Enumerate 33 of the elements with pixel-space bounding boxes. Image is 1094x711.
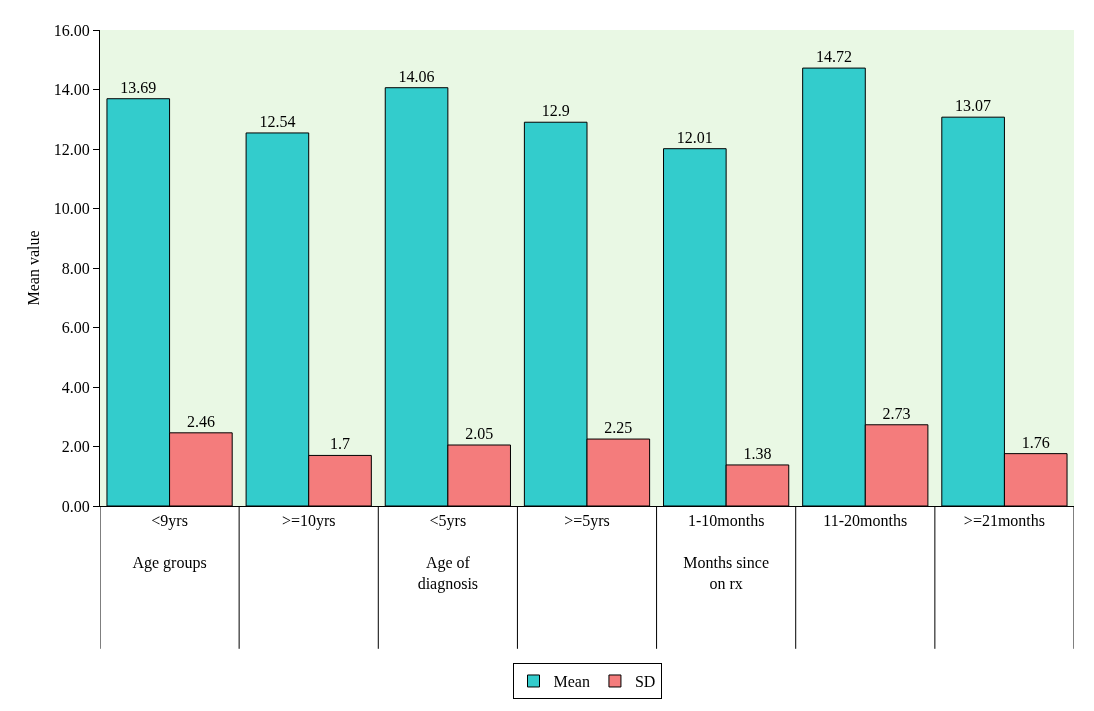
x-tick-label: 11-20months: [823, 512, 908, 530]
data-label: 1.76: [1021, 433, 1050, 451]
data-label: 2.46: [186, 412, 215, 430]
data-label: 13.69: [120, 78, 157, 96]
y-axis-title: Mean value: [24, 230, 42, 306]
data-label: 12.01: [676, 128, 713, 146]
y-tick-label: 8.00: [61, 259, 90, 277]
category-label: 1-10months Months since on rx: [683, 512, 770, 592]
data-label: 2.73: [882, 404, 911, 422]
y-tick-label: 0.00: [61, 497, 90, 515]
data-label: 1.7: [330, 435, 351, 453]
data-label: 12.9: [541, 102, 570, 120]
data-label: 14.72: [815, 48, 852, 66]
data-label: 14.06: [398, 67, 435, 85]
x-tick-label: >=10yrs: [281, 512, 336, 531]
y-tick-label: 12.00: [53, 140, 90, 158]
data-label: 2.05: [465, 425, 494, 443]
legend-label: SD: [634, 673, 656, 691]
y-tick-label: 2.00: [61, 438, 90, 456]
category-label: <9yrs Age groups: [132, 512, 207, 571]
data-label: 13.07: [955, 97, 992, 115]
y-tick-label: 10.00: [53, 200, 90, 218]
y-tick-label: 6.00: [61, 319, 90, 337]
data-label: 12.54: [259, 112, 296, 130]
data-label: 2.25: [604, 419, 633, 437]
category-label: <5yrs Age of diagnosis: [417, 512, 479, 592]
legend-label: Mean: [553, 673, 590, 691]
x-tick-label: >=5yrs: [564, 512, 610, 531]
y-tick-label: 14.00: [53, 81, 90, 99]
y-tick-label: 16.00: [53, 21, 90, 39]
data-label: 1.38: [743, 444, 772, 462]
y-tick-label: 4.00: [61, 378, 90, 396]
x-tick-label: >=21months: [963, 512, 1046, 530]
